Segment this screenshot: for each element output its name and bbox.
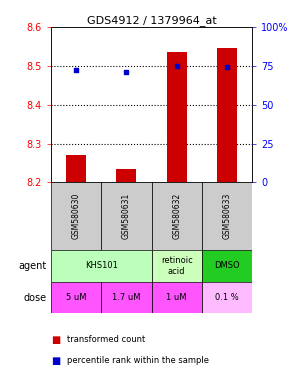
Text: percentile rank within the sample: percentile rank within the sample	[67, 356, 209, 366]
Bar	[152, 182, 202, 250]
Text: DMSO: DMSO	[214, 262, 240, 270]
Bar	[217, 48, 237, 182]
Bar	[202, 282, 252, 313]
Text: retinoic
acid: retinoic acid	[161, 256, 193, 276]
Point	[225, 64, 229, 70]
Text: GSM580632: GSM580632	[172, 193, 181, 239]
Text: dose: dose	[23, 293, 47, 303]
Text: transformed count: transformed count	[67, 335, 145, 344]
Point	[74, 67, 78, 73]
Text: KHS101: KHS101	[85, 262, 117, 270]
Text: ■: ■	[51, 335, 60, 345]
Bar	[51, 282, 101, 313]
Text: GSM580633: GSM580633	[223, 193, 232, 239]
Bar	[66, 155, 86, 182]
Bar	[116, 169, 136, 182]
Bar	[101, 282, 152, 313]
Bar	[152, 250, 202, 282]
Bar	[51, 250, 152, 282]
Point	[174, 63, 179, 69]
Text: agent: agent	[19, 261, 47, 271]
Text: GSM580630: GSM580630	[71, 193, 80, 239]
Bar	[202, 182, 252, 250]
Text: 5 uM: 5 uM	[66, 293, 86, 302]
Text: 1.7 uM: 1.7 uM	[112, 293, 141, 302]
Text: ■: ■	[51, 356, 60, 366]
Bar	[167, 52, 187, 182]
Bar	[101, 182, 152, 250]
Title: GDS4912 / 1379964_at: GDS4912 / 1379964_at	[87, 15, 216, 26]
Bar	[202, 250, 252, 282]
Text: GSM580631: GSM580631	[122, 193, 131, 239]
Text: 0.1 %: 0.1 %	[215, 293, 239, 302]
Bar	[51, 182, 101, 250]
Point	[124, 69, 129, 75]
Bar	[152, 282, 202, 313]
Text: 1 uM: 1 uM	[166, 293, 187, 302]
